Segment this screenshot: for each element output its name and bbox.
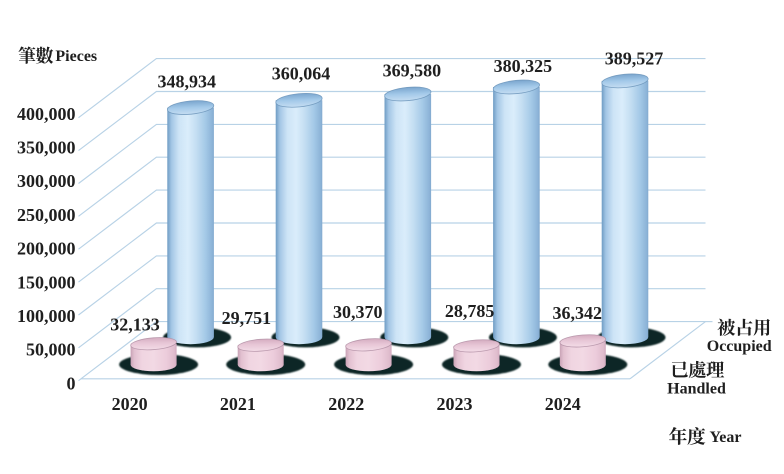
svg-text:28,785: 28,785: [445, 301, 495, 321]
svg-text:32,133: 32,133: [110, 315, 160, 335]
svg-text:350,000: 350,000: [17, 138, 76, 158]
svg-text:380,325: 380,325: [494, 56, 553, 76]
svg-text:Occupied: Occupied: [707, 338, 772, 355]
svg-text:0: 0: [67, 373, 76, 393]
svg-text:348,934: 348,934: [157, 71, 216, 91]
svg-text:250,000: 250,000: [17, 205, 76, 225]
svg-text:2024: 2024: [545, 394, 581, 414]
svg-text:Handled: Handled: [667, 380, 726, 397]
svg-text:2020: 2020: [112, 394, 148, 414]
svg-text:150,000: 150,000: [17, 272, 76, 292]
svg-text:2021: 2021: [220, 394, 256, 414]
svg-text:36,342: 36,342: [553, 303, 603, 323]
svg-text:100,000: 100,000: [17, 306, 76, 326]
svg-text:30,370: 30,370: [333, 302, 383, 322]
svg-text:50,000: 50,000: [26, 340, 76, 360]
svg-text:Year: Year: [710, 429, 742, 446]
svg-text:400,000: 400,000: [17, 104, 76, 124]
svg-text:300,000: 300,000: [17, 171, 76, 191]
svg-text:360,064: 360,064: [272, 64, 331, 84]
svg-text:2023: 2023: [437, 394, 473, 414]
svg-text:369,580: 369,580: [383, 60, 442, 80]
svg-text:2022: 2022: [328, 394, 364, 414]
svg-text:Pieces: Pieces: [55, 48, 97, 65]
svg-text:200,000: 200,000: [17, 239, 76, 259]
svg-text:29,751: 29,751: [222, 308, 272, 328]
svg-text:389,527: 389,527: [605, 49, 664, 69]
